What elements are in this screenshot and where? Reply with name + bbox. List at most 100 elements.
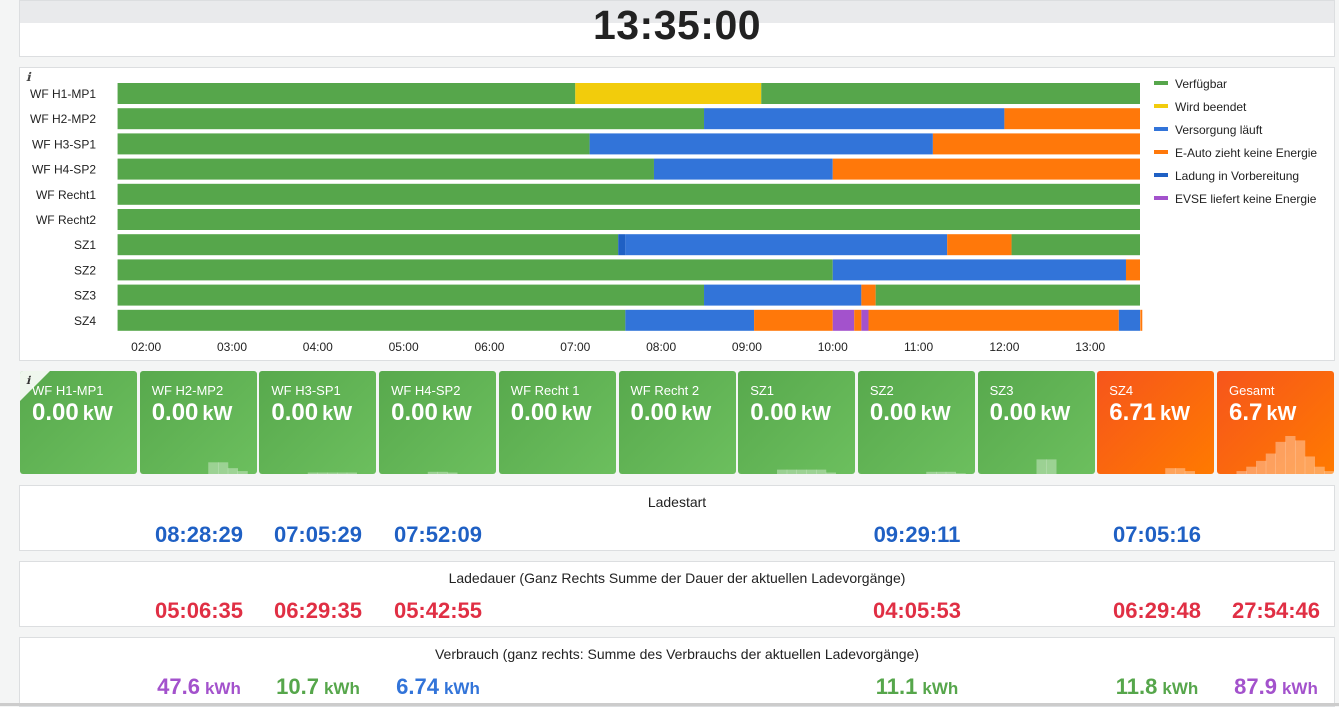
x-axis-tick-label: 07:00 — [560, 340, 590, 354]
legend-item-label[interactable]: Verfügbar — [1175, 77, 1227, 91]
timeline-row-label: SZ4 — [74, 314, 96, 328]
sparkline — [926, 471, 966, 474]
timeline-segment-versorgung[interactable] — [704, 284, 862, 306]
legend-swatch — [1154, 81, 1168, 85]
ladestart-number: 07:05:16 — [1112, 522, 1202, 547]
timeline-segment-verfuegbar[interactable] — [117, 133, 590, 155]
legend-swatch — [1154, 196, 1168, 200]
stat-title: WF H4-SP2 — [391, 383, 461, 398]
timeline-segment-keine_energie[interactable] — [1004, 108, 1140, 130]
timeline-segment-verfuegbar[interactable] — [117, 234, 619, 256]
timeline-segment-keine_energie[interactable] — [1125, 259, 1140, 281]
timeline-segment-versorgung[interactable] — [832, 259, 1126, 281]
stat-unit: kW — [322, 403, 353, 425]
timeline-segment-verfuegbar[interactable] — [117, 83, 576, 104]
info-icon[interactable]: ℹ — [26, 70, 31, 84]
timeline-segment-verfuegbar[interactable] — [117, 108, 705, 130]
sparkline-bar — [1314, 466, 1325, 474]
ladedauer-number: 27:54:46 — [1231, 598, 1321, 623]
verbrauch-panel: Verbrauch (ganz rechts: Summe des Verbra… — [19, 637, 1335, 707]
stat-unit: kW — [202, 403, 233, 425]
sparkline-bar — [1275, 441, 1286, 474]
timeline-segment-versorgung[interactable] — [653, 158, 833, 180]
timeline-segment-keine_energie[interactable] — [1140, 309, 1143, 331]
verbrauch-unit: kWh — [1162, 679, 1199, 698]
stat-tile[interactable]: WF Recht 2 0.00 kW — [618, 371, 736, 474]
info-icon[interactable]: ℹ — [26, 374, 31, 387]
stat-tile[interactable]: SZ3 0.00 kW — [977, 371, 1095, 474]
timeline-segment-evse[interactable] — [832, 309, 855, 331]
sparkline-bar — [1185, 471, 1196, 474]
x-axis-tick-label: 08:00 — [646, 340, 676, 354]
timeline-segment-keine_energie[interactable] — [854, 309, 862, 331]
legend-swatch — [1154, 173, 1168, 177]
sparkline-bar — [786, 469, 798, 474]
timeline-segment-verfuegbar[interactable] — [117, 183, 1141, 205]
stat-tile[interactable]: WF H4-SP2 0.00 kW — [379, 371, 497, 474]
ladestart-number: 09:29:11 — [873, 522, 961, 547]
ladestart-value: 08:28:29 — [129, 522, 269, 548]
verbrauch-unit: kWh — [922, 679, 959, 698]
legend-item-label[interactable]: EVSE liefert keine Energie — [1175, 192, 1317, 206]
timeline-row-label: WF Recht1 — [36, 188, 96, 202]
timeline-segment-verfuegbar[interactable] — [117, 309, 626, 331]
timeline-segment-keine_energie[interactable] — [868, 309, 1119, 331]
timeline-segment-verfuegbar[interactable] — [1011, 234, 1140, 256]
stat-tile[interactable]: SZ2 0.00 kW — [857, 371, 975, 474]
stat-unit: kW — [1266, 403, 1297, 425]
legend-item-label[interactable]: Wird beendet — [1175, 100, 1247, 114]
x-axis-tick-label: 10:00 — [818, 340, 848, 354]
timeline-row-label: WF H1-MP1 — [30, 87, 96, 101]
sparkline — [427, 471, 458, 474]
timeline-row-label: SZ1 — [74, 238, 96, 252]
timeline-segment-verfuegbar[interactable] — [761, 83, 1140, 104]
stat-title: WF H1-MP1 — [32, 383, 104, 398]
stat-tile[interactable]: ℹ WF H1-MP1 0.00 kW — [20, 371, 137, 474]
timeline-segment-versorgung[interactable] — [1118, 309, 1140, 331]
stat-tile[interactable]: WF H2-MP2 0.00 kW — [139, 371, 257, 474]
sparkline-bar — [207, 462, 219, 474]
timeline-segment-vorbereitung[interactable] — [618, 234, 626, 256]
sparkline-bar — [437, 471, 448, 474]
timeline-segment-versorgung[interactable] — [625, 234, 948, 256]
sparkline — [1236, 436, 1334, 474]
timeline-row-label: WF H3-SP1 — [32, 137, 96, 151]
timeline-segment-verfuegbar[interactable] — [875, 284, 1140, 306]
verbrauch-number: 10.7 — [276, 674, 319, 699]
bottom-divider — [0, 703, 1339, 706]
stat-unit: kW — [561, 403, 592, 425]
timeline-segment-keine_energie[interactable] — [754, 309, 833, 331]
timeline-segment-keine_energie[interactable] — [832, 158, 1140, 180]
timeline-segment-wird_beendet[interactable] — [575, 83, 762, 104]
timeline-segment-keine_energie[interactable] — [947, 234, 1012, 256]
ladestart-value: 07:05:29 — [248, 522, 388, 548]
stat-tile[interactable]: Gesamt 6.7 kW — [1217, 371, 1334, 474]
sparkline-bar — [806, 469, 817, 474]
ladestart-title: Ladestart — [647, 494, 707, 510]
legend-item-label[interactable]: E-Auto zieht keine Energie — [1175, 146, 1317, 160]
legend-item-label[interactable]: Versorgung läuft — [1175, 123, 1263, 137]
timeline-segment-keine_energie[interactable] — [861, 284, 876, 306]
timeline-segment-versorgung[interactable] — [589, 133, 933, 155]
sparkline-bar — [955, 473, 966, 474]
timeline-segment-evse[interactable] — [861, 309, 869, 331]
timeline-segment-keine_energie[interactable] — [932, 133, 1140, 155]
stat-tile[interactable]: WF H3-SP1 0.00 kW — [259, 371, 377, 474]
stat-tile[interactable]: WF Recht 1 0.00 kW — [498, 371, 616, 474]
stat-title: SZ1 — [750, 383, 775, 398]
x-axis-tick-label: 12:00 — [989, 340, 1019, 354]
timeline-segment-versorgung[interactable] — [704, 108, 1005, 130]
timeline-segment-verfuegbar[interactable] — [117, 259, 833, 281]
timeline-segment-verfuegbar[interactable] — [117, 284, 705, 306]
sparkline-bar — [308, 472, 319, 474]
timeline-segment-verfuegbar[interactable] — [117, 158, 654, 180]
stat-tile[interactable]: SZ4 6.71 kW — [1097, 371, 1215, 474]
sparkline-bar — [237, 471, 248, 474]
stat-tile[interactable]: SZ1 0.00 kW — [738, 371, 856, 474]
ladedauer-value: 04:05:53 — [847, 598, 987, 624]
legend-item-label[interactable]: Ladung in Vorbereitung — [1175, 169, 1299, 183]
timeline-row-label: WF Recht2 — [36, 213, 96, 227]
timeline-segment-verfuegbar[interactable] — [117, 209, 1141, 230]
sparkline-bar — [347, 472, 358, 474]
timeline-segment-versorgung[interactable] — [625, 309, 755, 331]
